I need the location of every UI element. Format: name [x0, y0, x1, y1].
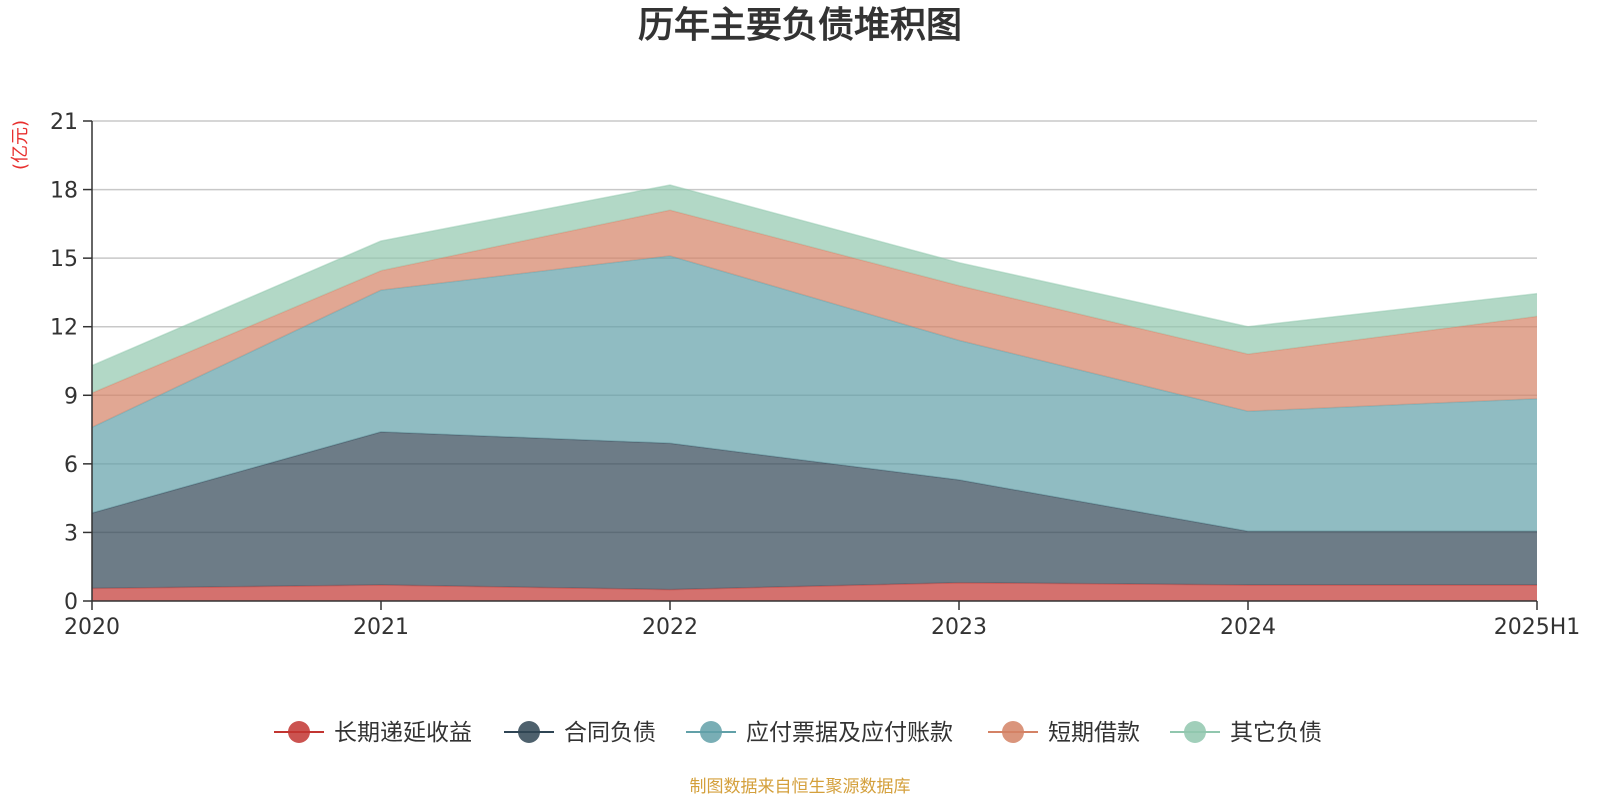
y-tick-label-1: 3: [64, 521, 78, 546]
axes: 0 3 6 9 12 15 18 21 2020 2021 2022 2023 2024 2025H1: [50, 110, 1580, 640]
y-tick-label-5: 15: [50, 247, 78, 272]
area-series-4: [92, 185, 1537, 393]
legend-label-1: 合同负债: [564, 720, 656, 746]
x-tick-label-3: 2023: [931, 615, 987, 640]
area-series-line-4: [91, 184, 1538, 367]
legend-marker-1: [518, 721, 540, 743]
legend-item-0[interactable]: 长期递延收益: [274, 720, 472, 746]
area-series-1: [92, 431, 1537, 590]
area-series-layer: [91, 184, 1538, 601]
y-tick-label-2: 6: [64, 453, 78, 478]
legend-item-2[interactable]: 应付票据及应付账款: [686, 720, 953, 746]
legend-marker-4: [1184, 721, 1206, 743]
x-tick-label-2: 2022: [642, 615, 698, 640]
x-tick-label-5: 2025H1: [1494, 615, 1581, 640]
legend-label-2: 应付票据及应付账款: [746, 720, 953, 746]
legend-marker-0: [288, 721, 310, 743]
x-tick-label-0: 2020: [64, 615, 120, 640]
x-tick-label-4: 2024: [1220, 615, 1276, 640]
legend-marker-3: [1002, 721, 1024, 743]
y-tick-label-7: 21: [50, 110, 78, 135]
y-tick-label-3: 9: [64, 384, 78, 409]
legend-marker-2: [700, 721, 722, 743]
y-tick-label-0: 0: [64, 590, 78, 615]
y-tick-label-6: 18: [50, 179, 78, 204]
area-series-3: [92, 210, 1537, 428]
area-series-0: [92, 582, 1537, 601]
chart-title: 历年主要负债堆积图: [638, 5, 962, 46]
area-series-2: [92, 255, 1537, 532]
legend-label-4: 其它负债: [1230, 720, 1322, 746]
legend-item-4[interactable]: 其它负债: [1170, 720, 1322, 746]
y-axis-unit: (亿元): [10, 120, 31, 170]
y-tick-label-4: 12: [50, 316, 78, 341]
legend[interactable]: 长期递延收益 合同负债 应付票据及应付账款 短期借款 其它负债: [274, 720, 1322, 746]
legend-item-1[interactable]: 合同负债: [504, 720, 656, 746]
legend-label-3: 短期借款: [1048, 720, 1140, 746]
legend-label-0: 长期递延收益: [334, 720, 472, 746]
legend-item-3[interactable]: 短期借款: [988, 720, 1140, 746]
source-note: 制图数据来自恒生聚源数据库: [690, 777, 911, 797]
x-tick-label-1: 2021: [353, 615, 409, 640]
